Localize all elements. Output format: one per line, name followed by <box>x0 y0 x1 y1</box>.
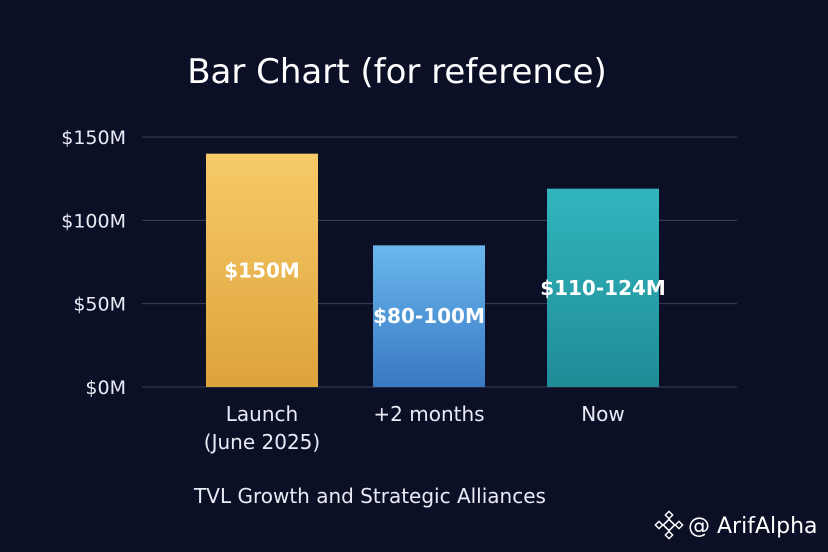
watermark-text: @ ArifAlpha <box>688 514 818 539</box>
chart-caption: TVL Growth and Strategic Alliances <box>193 484 546 508</box>
y-axis-ticks: $0M $50M $100M $150M <box>61 127 126 399</box>
y-tick-label: $150M <box>61 127 126 149</box>
x-category-label: Now <box>581 402 625 426</box>
bar-value-label: $80-100M <box>373 304 485 328</box>
bar-value-label: $150M <box>224 258 300 282</box>
y-tick-label: $50M <box>73 294 126 316</box>
bars: $150M $80-100M $110-124M <box>206 153 666 387</box>
chart-title: Bar Chart (for reference) <box>187 52 607 92</box>
y-tick-label: $0M <box>85 377 126 399</box>
x-category-label: +2 months <box>373 402 484 426</box>
bar-value-label: $110-124M <box>540 276 666 300</box>
x-category-label: Launch <box>226 402 298 426</box>
bar-0 <box>206 153 318 387</box>
watermark: @ ArifAlpha <box>654 510 818 540</box>
bar-2 <box>547 188 659 387</box>
bar-1 <box>373 245 485 387</box>
x-axis-categories: Launch (June 2025) +2 months Now <box>204 402 625 454</box>
x-category-label: (June 2025) <box>204 430 320 454</box>
binance-diamond-icon <box>654 510 684 540</box>
y-tick-label: $100M <box>61 210 126 232</box>
